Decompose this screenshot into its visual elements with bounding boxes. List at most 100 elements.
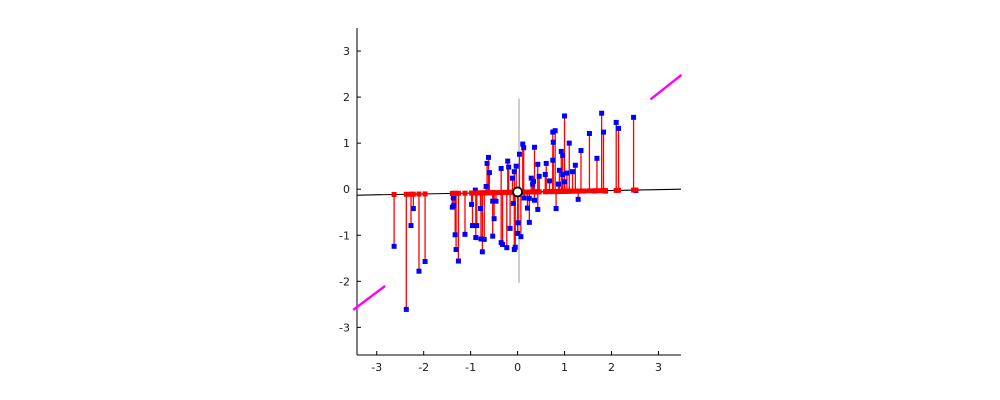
fitted-marker <box>536 189 542 195</box>
observation-marker <box>455 258 461 264</box>
observation-marker <box>481 236 487 242</box>
observation-marker <box>500 241 506 247</box>
observation-marker <box>498 165 504 171</box>
observation-marker <box>462 231 468 237</box>
observation-marker <box>550 139 556 145</box>
observation-marker <box>562 179 568 185</box>
y-tick-label: 2 <box>343 91 350 104</box>
fitted-marker <box>486 190 492 196</box>
y-tick-label: 0 <box>343 183 350 196</box>
observation-marker <box>531 144 537 150</box>
fitted-marker <box>474 190 480 196</box>
observation-marker <box>506 164 512 170</box>
observation-marker <box>485 154 491 160</box>
observation-marker <box>521 145 527 151</box>
observation-marker <box>520 141 526 147</box>
observation-marker <box>474 223 480 229</box>
x-tick-label: -2 <box>418 361 429 374</box>
x-tick-label: 3 <box>655 361 662 374</box>
fitted-marker <box>566 188 572 194</box>
fitted-marker <box>633 187 639 193</box>
observation-marker <box>510 200 516 206</box>
observation-marker <box>536 173 542 179</box>
observation-marker <box>512 244 518 250</box>
observation-marker <box>490 198 496 204</box>
fitted-marker <box>543 189 549 195</box>
fitted-marker <box>578 188 584 194</box>
observation-marker <box>535 206 541 212</box>
fitted-marker <box>470 190 476 196</box>
observation-marker <box>410 206 416 212</box>
observation-marker <box>531 197 537 203</box>
observation-marker <box>452 232 458 238</box>
observation-marker <box>542 171 548 177</box>
observation-marker <box>484 160 490 166</box>
x-tick-label: -3 <box>371 361 382 374</box>
observation-marker <box>486 170 492 176</box>
fitted-marker <box>455 190 461 196</box>
observation-marker <box>562 113 568 119</box>
observation-marker <box>530 181 536 187</box>
observation-marker <box>515 220 521 226</box>
fitted-marker <box>500 189 506 195</box>
observation-marker <box>513 163 519 169</box>
x-tick-label: 1 <box>561 361 568 374</box>
observation-marker <box>483 183 489 189</box>
fitted-marker <box>403 191 409 197</box>
y-tick-label: -1 <box>339 229 350 242</box>
observation-marker <box>518 234 524 240</box>
observation-marker <box>422 259 428 265</box>
observation-marker <box>473 235 479 241</box>
x-tick-label: 2 <box>608 361 615 374</box>
observation-marker <box>528 175 534 181</box>
fitted-marker <box>416 191 422 197</box>
fitted-marker <box>594 188 600 194</box>
observation-marker <box>613 119 619 125</box>
fitted-marker <box>586 188 592 194</box>
observation-marker <box>586 130 592 136</box>
observation-marker <box>403 306 409 312</box>
observation-marker <box>547 178 553 184</box>
fitted-marker <box>575 188 581 194</box>
fitted-marker <box>410 191 416 197</box>
observation-marker <box>599 110 605 116</box>
observation-marker <box>515 230 521 236</box>
fitted-marker <box>602 188 608 194</box>
observation-marker <box>504 245 510 251</box>
origin-marker <box>512 186 523 198</box>
observation-marker <box>594 155 600 161</box>
fitted-marker <box>521 189 527 195</box>
y-tick-label: -2 <box>339 275 350 288</box>
observation-marker <box>616 125 622 131</box>
observation-marker <box>505 158 511 164</box>
observation-marker <box>578 148 584 154</box>
observation-marker <box>479 249 485 255</box>
fitted-marker <box>422 191 428 197</box>
y-tick-label: -3 <box>339 321 350 334</box>
fitted-marker <box>547 189 553 195</box>
observation-marker <box>566 140 572 146</box>
x-tick-label: 0 <box>514 361 521 374</box>
fitted-marker <box>462 190 468 196</box>
observation-marker <box>450 195 456 201</box>
fitted-marker <box>531 189 537 195</box>
observation-marker <box>560 171 566 177</box>
observation-marker <box>453 247 459 253</box>
observation-marker <box>558 148 564 154</box>
fitted-marker <box>572 188 578 194</box>
observation-marker <box>570 169 576 175</box>
observation-marker <box>553 206 559 212</box>
fitted-marker <box>570 188 576 194</box>
y-tick-label: 3 <box>343 45 350 58</box>
observation-marker <box>391 243 397 249</box>
observation-marker <box>491 216 497 222</box>
observation-marker <box>601 129 607 135</box>
observation-marker <box>524 205 530 211</box>
observation-marker <box>543 160 549 166</box>
observation-marker <box>550 157 556 163</box>
fitted-marker <box>616 187 622 193</box>
observation-marker <box>470 223 476 229</box>
x-tick-label: -1 <box>465 361 476 374</box>
observation-marker <box>552 128 558 134</box>
